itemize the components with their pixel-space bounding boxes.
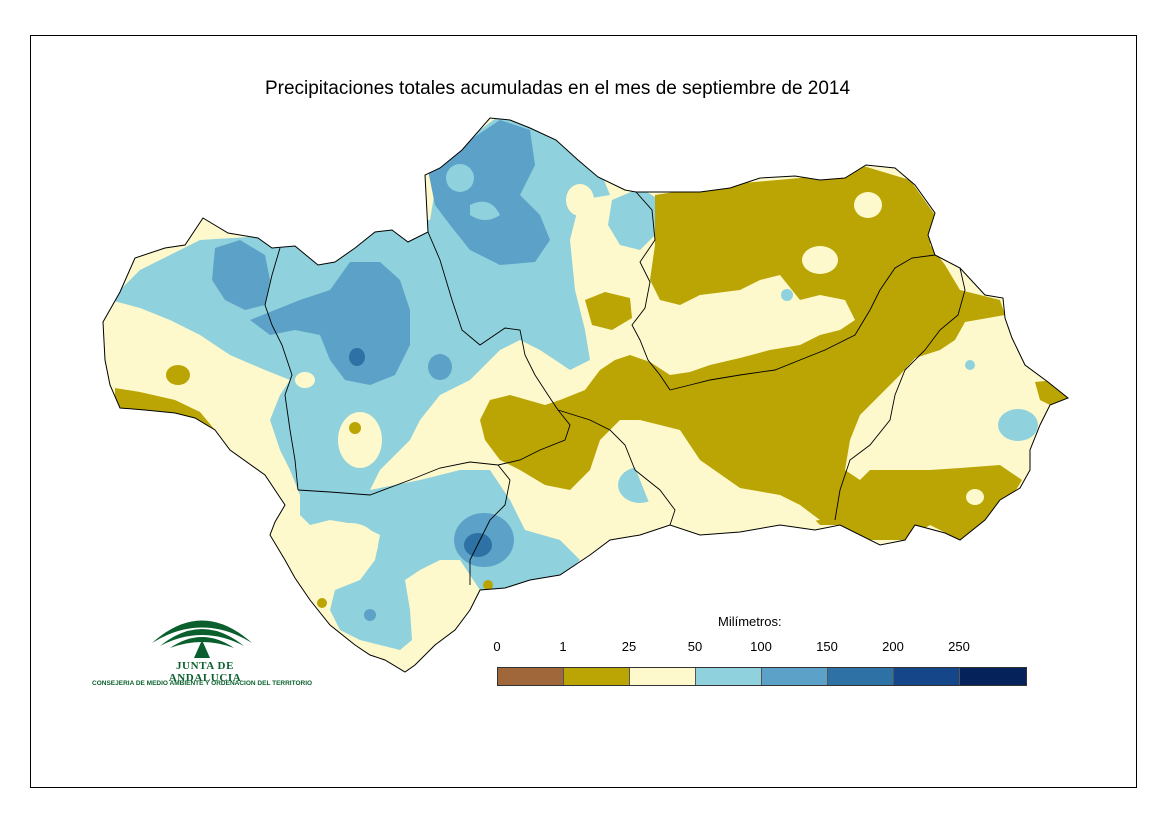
zone-50-100-hole-2 (470, 201, 500, 220)
zone-1-25-cabo (1035, 380, 1068, 405)
legend-tick-label: 150 (816, 639, 838, 654)
legend-swatch-50-100 (696, 668, 762, 685)
legend-tick-label: 1 (559, 639, 567, 654)
zone-50-100-almeria-dot (965, 360, 975, 370)
legend-tick-label: 100 (750, 639, 772, 654)
logo-name: JUNTA DE ANDALUCIA (168, 660, 242, 684)
region-outline (102, 117, 1069, 673)
legend-color-bar (497, 667, 1027, 686)
boundary-malaga-cadiz (469, 464, 511, 585)
zone-1-25-cordoba (585, 292, 632, 330)
legend-swatch-100-150 (762, 668, 828, 685)
legend-title: Milímetros: (718, 614, 782, 629)
legend-swatch-200-250 (894, 668, 960, 685)
zone-25-50-pocket-4 (295, 372, 315, 388)
zone-50-100-jaen-dot (781, 289, 793, 301)
zone-1-25-huelva-dot (166, 365, 190, 385)
zone-25-50-pocket-2 (566, 184, 594, 216)
boundary-jaen-granada (669, 254, 936, 391)
map-title: Precipitaciones totales acumuladas en el… (264, 78, 851, 99)
zone-25-50-pocket-6 (802, 246, 838, 274)
zone-150-200-sevilla (349, 348, 365, 366)
legend-swatch-25-50 (630, 668, 696, 685)
legend-tick-label: 200 (882, 639, 904, 654)
zone-1-25-malaga-dot (483, 580, 493, 590)
zone-25-50-pocket-5 (854, 192, 882, 218)
legend-swatch-1-25 (564, 668, 630, 685)
zone-25-50-pocket-8 (966, 489, 984, 505)
legend-swatch-gt250 (960, 668, 1026, 685)
zone-1-25-cadiz-dot (317, 598, 327, 608)
boundary-sevilla-cordoba (427, 231, 559, 411)
province-boundaries (264, 191, 966, 585)
zone-50-100-almeria (998, 409, 1038, 441)
zone-1-25-east (480, 165, 1022, 540)
legend-swatch-0-1 (498, 668, 564, 685)
logo-subtitle: CONSEJERIA DE MEDIO AMBIENTE Y ORDENACIO… (92, 680, 313, 687)
legend-tick-label: 25 (621, 639, 637, 654)
boundary-cordoba-jaen (631, 191, 671, 391)
map-frame (30, 35, 1137, 788)
legend-tick-label: 0 (493, 639, 501, 654)
zone-50-100-north-jaen (608, 188, 660, 250)
boundary-malaga-granada (557, 409, 676, 526)
zone-100-150-sevilla-north (250, 262, 410, 385)
zone-1-25-sevilla-dot (349, 422, 361, 434)
zone-25-50-pocket-7 (630, 420, 820, 530)
zone-25-50-pocket-1 (338, 412, 382, 468)
legend-tick-label: 250 (948, 639, 970, 654)
zone-50-100-hole-1 (446, 164, 474, 192)
zone-100-150-huelva-north (212, 240, 270, 310)
zone-50-100-southwest (300, 470, 580, 650)
boundary-cordoba-malaga (497, 409, 571, 466)
zone-25-50-pocket-3 (322, 523, 378, 567)
boundary-granada-almeria (834, 267, 966, 521)
boundary-huelva-sevilla (264, 247, 299, 491)
zone-100-150-cordoba-south (428, 354, 452, 380)
zone-100-150-cadiz-dot (364, 609, 376, 621)
legend-swatch-150-200 (828, 668, 894, 685)
zone-100-150-cordoba-north (428, 120, 550, 265)
logo-emblem-icon (152, 620, 252, 658)
boundary-sevilla-cadiz (297, 461, 499, 496)
legend-tick-label: 50 (687, 639, 703, 654)
junta-de-andalucia-logo: JUNTA DE ANDALUCIA CONSEJERIA DE MEDIO A… (92, 598, 312, 698)
